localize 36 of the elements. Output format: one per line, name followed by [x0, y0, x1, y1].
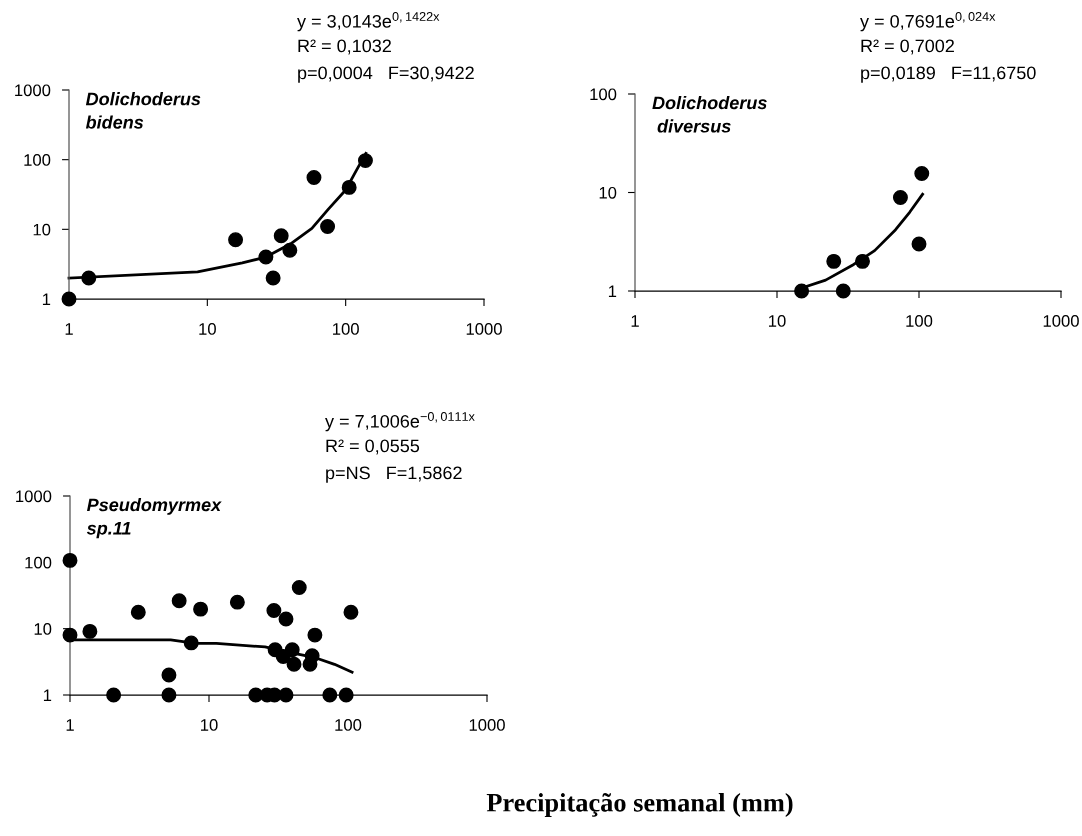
- text: y = 3,0143e$^{0,1422x}$: [297, 12, 440, 32]
- text: Dolichoderus bidens: [85, 92, 201, 129]
- text: y = 7,1006e$^{−0,0111x}$: [325, 412, 475, 432]
- text: R² = 0,0555: [326, 439, 420, 455]
- text: p=NS F=1,5862: [326, 466, 462, 483]
- x-tick-label: 100: [333, 323, 359, 335]
- x-tick-label: 100: [906, 315, 933, 327]
- x-tick-label: 10: [769, 315, 786, 327]
- text: p=0,0004 F=30,9422: [298, 66, 474, 83]
- y-tick-label: 1000: [16, 490, 52, 503]
- x-tick-label: 1000: [466, 323, 502, 335]
- text: R² = 0,1032: [298, 39, 391, 55]
- y-tick-label: 100: [24, 154, 51, 166]
- y-tick-label: 1: [43, 689, 52, 702]
- y-tick-label: 1: [42, 293, 51, 306]
- x-tick-label: 1: [65, 323, 73, 335]
- y-tick-label: 100: [590, 88, 617, 101]
- x-tick-label: 1: [631, 315, 639, 327]
- y-tick-label: 10: [599, 186, 617, 199]
- y-tick-label: 10: [34, 623, 52, 635]
- x-tick-label: 100: [335, 719, 362, 731]
- text: Pseudomyrmex sp.11: [86, 497, 222, 539]
- x-tick-label: 1000: [1043, 315, 1079, 327]
- y-tick-label: 10: [33, 223, 51, 236]
- text: y = 0,7691e$^{0,024x}$: [860, 12, 996, 32]
- y-tick-label: 1: [608, 285, 617, 298]
- y-tick-label: 1000: [15, 84, 51, 97]
- x-tick-label: 1000: [469, 719, 505, 731]
- text: Precipitação semanal (mm): [486, 793, 793, 817]
- x-tick-label: 10: [199, 323, 216, 335]
- x-tick-label: 1: [66, 719, 74, 731]
- y-tick-label: 100: [25, 556, 52, 569]
- x-tick-label: 10: [201, 719, 218, 731]
- text: R² = 0,7002: [861, 39, 954, 55]
- text: p=0,0189 F=11,6750: [861, 66, 1036, 83]
- text: Dolichoderus diversus: [652, 95, 767, 133]
